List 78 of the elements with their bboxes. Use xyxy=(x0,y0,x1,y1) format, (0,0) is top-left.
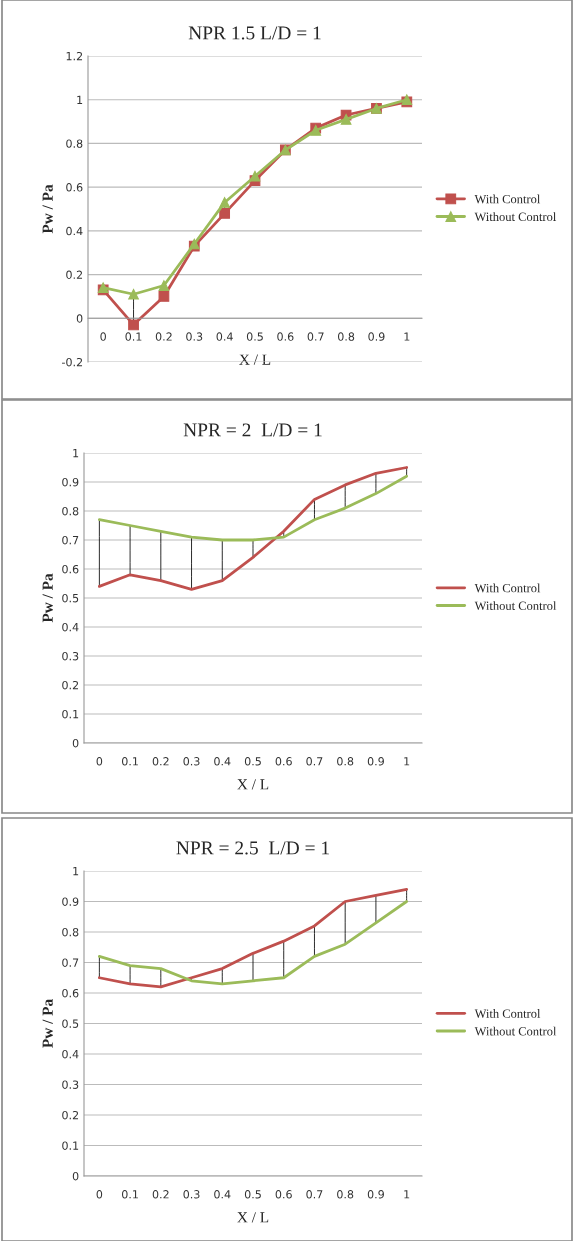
y-tick-label: 0.3 xyxy=(62,1080,79,1089)
legend-label: Without Control xyxy=(474,1026,557,1036)
x-tick-label: 0.3 xyxy=(186,332,203,341)
legend-label: With Control xyxy=(474,194,541,204)
x-tick-label: 0 xyxy=(96,757,103,766)
x-tick-label: 0.9 xyxy=(367,1190,384,1199)
x-tick-label: 0.8 xyxy=(337,757,354,766)
y-tick-label: -0.2 xyxy=(62,357,83,367)
chart-title: NPR = 2 L/D = 1 xyxy=(183,423,322,437)
x-tick-label: 0.1 xyxy=(121,1190,138,1199)
x-tick-label: 0.1 xyxy=(125,332,142,341)
x-tick-label: 0.6 xyxy=(275,1190,292,1199)
x-tick-label: 0.4 xyxy=(214,1190,231,1199)
x-tick-label: 0.4 xyxy=(216,332,233,341)
y-tick-label: 0 xyxy=(76,314,83,323)
y-tick-label: 0.2 xyxy=(66,270,83,279)
y-tick-label: 0 xyxy=(72,738,79,748)
y-axis-title: Pw / Pa xyxy=(42,573,53,623)
legend-label: With Control xyxy=(474,1009,541,1018)
x-tick-label: 0.3 xyxy=(183,757,200,766)
y-tick-label: 0.2 xyxy=(62,1110,79,1120)
y-tick-label: 0.7 xyxy=(62,958,79,967)
x-tick-label: 0.7 xyxy=(306,757,323,766)
x-tick-label: 0.2 xyxy=(152,757,169,766)
y-tick-label: 0.1 xyxy=(62,1141,79,1150)
y-tick-label: 1 xyxy=(73,449,79,458)
x-tick-label: 0.4 xyxy=(214,757,231,766)
y-tick-label: 1 xyxy=(77,95,83,104)
y-tick-label: 0 xyxy=(72,1171,79,1181)
y-tick-label: 0.5 xyxy=(62,1019,79,1028)
y-tick-label: 0.1 xyxy=(62,709,79,719)
x-tick-label: 0.8 xyxy=(337,1190,354,1199)
x-tick-label: 0.7 xyxy=(307,332,324,341)
x-tick-label: 0.8 xyxy=(337,332,355,341)
x-tick-label: 0.2 xyxy=(155,332,172,341)
x-tick-label: 1 xyxy=(404,757,410,766)
x-tick-label: 0.7 xyxy=(306,1190,323,1199)
legend-label: With Control xyxy=(474,583,541,593)
x-tick-label: 0.6 xyxy=(277,332,294,341)
y-tick-label: 0.6 xyxy=(62,564,79,574)
y-tick-label: 0.5 xyxy=(62,593,79,603)
y-tick-label: 0.8 xyxy=(62,506,79,516)
x-tick-label: 0 xyxy=(96,1190,103,1199)
x-axis-title: X / L xyxy=(239,354,271,365)
x-tick-label: 1 xyxy=(404,1190,410,1199)
x-tick-label: 0.9 xyxy=(368,332,385,341)
y-tick-label: 1.2 xyxy=(66,51,83,61)
y-axis-title: Pw / Pa xyxy=(42,184,53,234)
y-tick-label: 0.4 xyxy=(66,226,83,236)
x-tick-label: 0.6 xyxy=(275,757,292,766)
x-tick-label: 0.5 xyxy=(244,757,261,766)
x-tick-label: 0.5 xyxy=(246,332,263,341)
x-tick-label: 0.5 xyxy=(244,1190,261,1199)
y-tick-label: 0.3 xyxy=(62,651,79,661)
y-axis-title: Pw / Pa xyxy=(42,999,53,1048)
y-tick-label: 0.4 xyxy=(62,622,79,632)
x-tick-label: 0.2 xyxy=(152,1190,169,1199)
y-tick-label: 0.9 xyxy=(62,897,79,906)
chart-title: NPR = 2.5 L/D = 1 xyxy=(176,841,329,855)
y-tick-label: 0.6 xyxy=(66,183,83,192)
x-tick-label: 0 xyxy=(100,332,106,341)
chart-title: NPR 1.5 L/D = 1 xyxy=(188,26,321,40)
y-tick-label: 0.6 xyxy=(62,988,79,998)
x-tick-label: 0.3 xyxy=(183,1190,200,1199)
y-tick-label: 0.8 xyxy=(66,139,83,148)
x-axis-title: X / L xyxy=(237,779,269,790)
x-tick-label: 1 xyxy=(404,332,410,341)
legend-label: Without Control xyxy=(474,212,557,222)
y-tick-label: 0.8 xyxy=(62,927,79,937)
y-tick-label: 1 xyxy=(73,867,79,876)
x-axis-title: X / L xyxy=(237,1212,269,1223)
legend-label: Without Control xyxy=(474,601,557,611)
x-tick-label: 0.1 xyxy=(121,757,138,766)
x-tick-label: 0.9 xyxy=(367,757,384,766)
y-tick-label: 0.2 xyxy=(62,680,79,690)
y-tick-label: 0.9 xyxy=(62,477,79,487)
y-tick-label: 0.7 xyxy=(62,535,79,545)
y-tick-label: 0.4 xyxy=(62,1049,79,1059)
